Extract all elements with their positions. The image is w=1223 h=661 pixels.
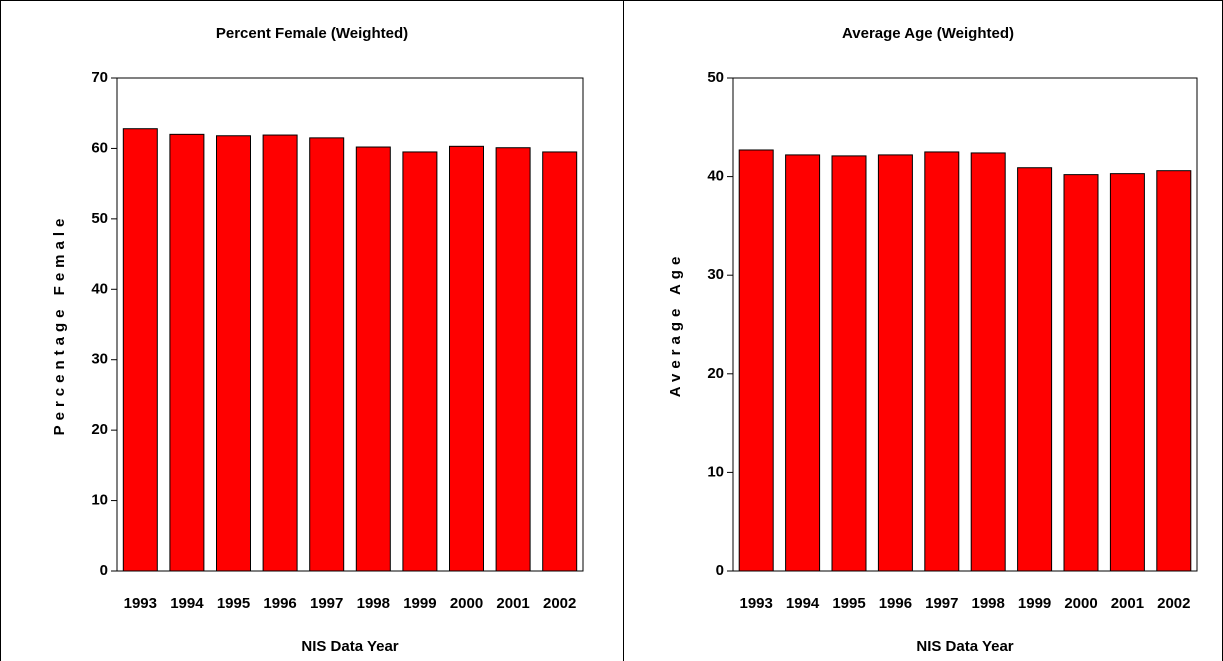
x-tick-label: 1995 <box>832 595 865 612</box>
x-tick-label: 2001 <box>496 595 529 612</box>
y-tick-label: 40 <box>707 168 724 185</box>
bar <box>309 137 345 572</box>
chart-title: Percent Female (Weighted) <box>216 25 408 42</box>
x-tick-label: 2002 <box>1157 595 1190 612</box>
y-tick-label: 10 <box>91 492 108 509</box>
y-axis-label: Percentage Female <box>51 214 68 436</box>
bar <box>785 154 821 572</box>
bar <box>1063 174 1099 572</box>
bar <box>542 151 578 572</box>
y-tick-label: 20 <box>91 421 108 438</box>
x-tick-label: 2000 <box>450 595 483 612</box>
y-tick-label: 20 <box>707 365 724 382</box>
x-tick-label: 1996 <box>263 595 296 612</box>
bar <box>169 133 205 572</box>
x-tick-label: 1998 <box>972 595 1005 612</box>
y-tick-label: 40 <box>91 280 108 297</box>
x-tick-label: 1997 <box>925 595 958 612</box>
y-tick-label: 0 <box>716 562 724 579</box>
x-axis-label: NIS Data Year <box>916 638 1013 655</box>
y-tick-label: 70 <box>91 69 108 86</box>
x-tick-label: 2000 <box>1064 595 1097 612</box>
y-tick-label: 60 <box>91 139 108 156</box>
y-tick-label: 30 <box>707 266 724 283</box>
x-tick-label: 1993 <box>124 595 157 612</box>
x-axis-label: NIS Data Year <box>301 638 398 655</box>
x-tick-label: 2002 <box>543 595 576 612</box>
x-tick-label: 1995 <box>217 595 250 612</box>
bar <box>1156 170 1192 572</box>
bar <box>216 135 251 572</box>
x-tick-label: 1999 <box>1018 595 1051 612</box>
x-tick-label: 1998 <box>357 595 390 612</box>
x-tick-label: 1994 <box>170 595 204 612</box>
bar <box>924 151 960 572</box>
y-tick-label: 30 <box>91 351 108 368</box>
y-tick-label: 50 <box>707 69 724 86</box>
bar <box>877 154 913 572</box>
x-tick-label: 1997 <box>310 595 343 612</box>
bar <box>402 151 438 572</box>
plot-area <box>732 77 1198 572</box>
bar <box>1017 167 1053 572</box>
bar <box>355 146 391 572</box>
x-tick-label: 2001 <box>1111 595 1144 612</box>
x-tick-label: 1996 <box>879 595 912 612</box>
y-tick-label: 10 <box>707 463 724 480</box>
bar <box>122 128 158 572</box>
y-tick-label: 0 <box>100 562 108 579</box>
y-tick-label: 50 <box>91 210 108 227</box>
bar <box>495 147 531 572</box>
bar <box>262 134 298 572</box>
plot-area <box>116 77 584 572</box>
bar <box>1109 173 1145 572</box>
y-axis-label: Average Age <box>667 252 684 398</box>
bar <box>449 145 484 572</box>
bar <box>738 149 774 572</box>
x-tick-label: 1993 <box>740 595 773 612</box>
bar <box>831 155 867 572</box>
chart-title: Average Age (Weighted) <box>842 25 1014 42</box>
bar <box>970 152 1006 572</box>
x-tick-label: 1999 <box>403 595 436 612</box>
x-tick-label: 1994 <box>786 595 820 612</box>
